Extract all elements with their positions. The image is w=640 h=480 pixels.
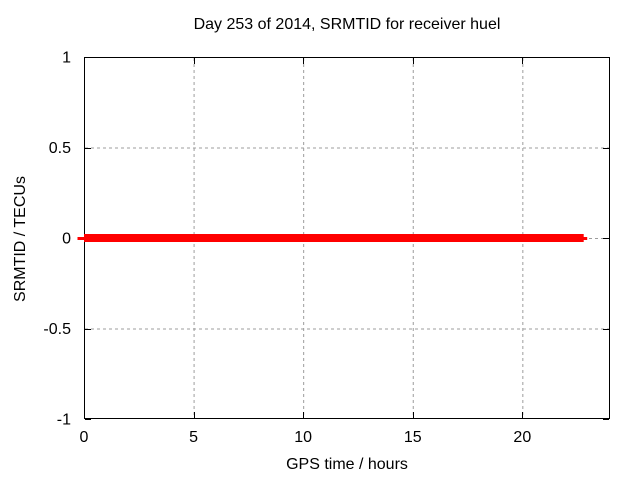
y-tick-label: -0.5 bbox=[43, 321, 71, 338]
y-tick-label: 0.5 bbox=[49, 140, 71, 157]
x-tick-label: 10 bbox=[294, 429, 312, 446]
x-tick-label: 20 bbox=[513, 429, 531, 446]
x-tick-label: 0 bbox=[80, 429, 89, 446]
x-tick-label: 5 bbox=[189, 429, 198, 446]
y-tick-label: 0 bbox=[62, 231, 71, 248]
y-tick-label: -1 bbox=[57, 412, 71, 429]
y-tick-label: 1 bbox=[62, 50, 71, 67]
x-tick-label: 15 bbox=[404, 429, 422, 446]
x-axis-title: GPS time / hours bbox=[286, 456, 408, 473]
chart-title: Day 253 of 2014, SRMTID for receiver hue… bbox=[193, 16, 501, 33]
